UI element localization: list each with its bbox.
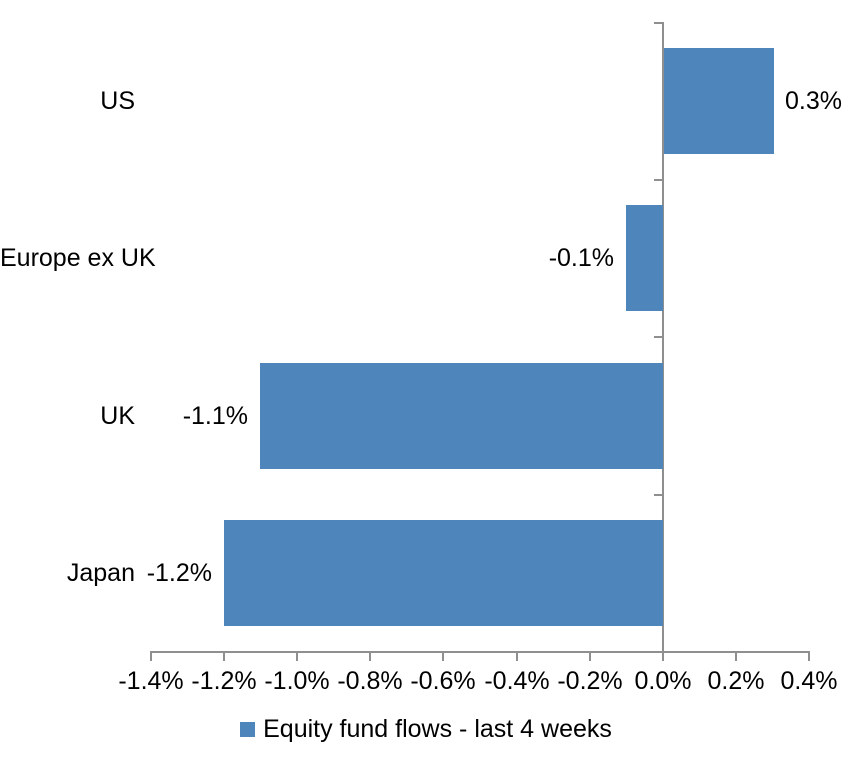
category-label: UK [100,402,135,430]
legend: Equity fund flows - last 4 weeks [0,713,852,745]
bar-us [664,48,774,154]
value-axis-tick [442,652,444,661]
bar-japan [224,520,663,626]
bar-uk [260,363,663,469]
category-axis-tick [654,179,662,181]
bar-value-label: 0.3% [785,87,842,115]
value-axis-tick-label: -0.4% [484,667,550,695]
value-axis-tick-label: 0.4% [780,667,838,695]
value-axis-tick [662,652,664,661]
value-axis-tick [150,652,152,661]
legend-color-swatch-icon [240,721,256,737]
value-axis-tick [296,652,298,661]
value-axis-tick-label: -1.0% [264,667,330,695]
value-axis-tick [516,652,518,661]
value-axis-tick [589,652,591,661]
value-axis-tick-label: -0.2% [557,667,623,695]
bar-value-label: -1.1% [182,402,248,430]
value-axis-tick [223,652,225,661]
category-label: Japan [66,559,135,587]
value-axis-tick-label: -0.6% [410,667,476,695]
value-axis-tick [808,652,810,661]
bar-value-label: -1.2% [146,559,212,587]
category-label: Europe ex UK [0,244,156,272]
value-axis-tick-label: 0.2% [707,667,765,695]
value-axis-tick-label: -1.4% [118,667,184,695]
category-axis-tick [654,336,662,338]
value-axis-tick [369,652,371,661]
category-label: US [100,87,135,115]
value-axis-line [149,651,811,653]
value-axis-tick-label: -0.8% [337,667,403,695]
category-axis-line [662,22,664,652]
value-axis-tick-label: 0.0% [634,667,692,695]
category-axis-tick [654,22,662,24]
value-axis-tick [735,652,737,661]
category-axis-tick [654,494,662,496]
bar-value-label: -0.1% [548,244,614,272]
legend-series-label: Equity fund flows - last 4 weeks [263,715,612,743]
bar-europe-ex-uk [626,205,663,311]
value-axis-tick-label: -1.2% [191,667,257,695]
